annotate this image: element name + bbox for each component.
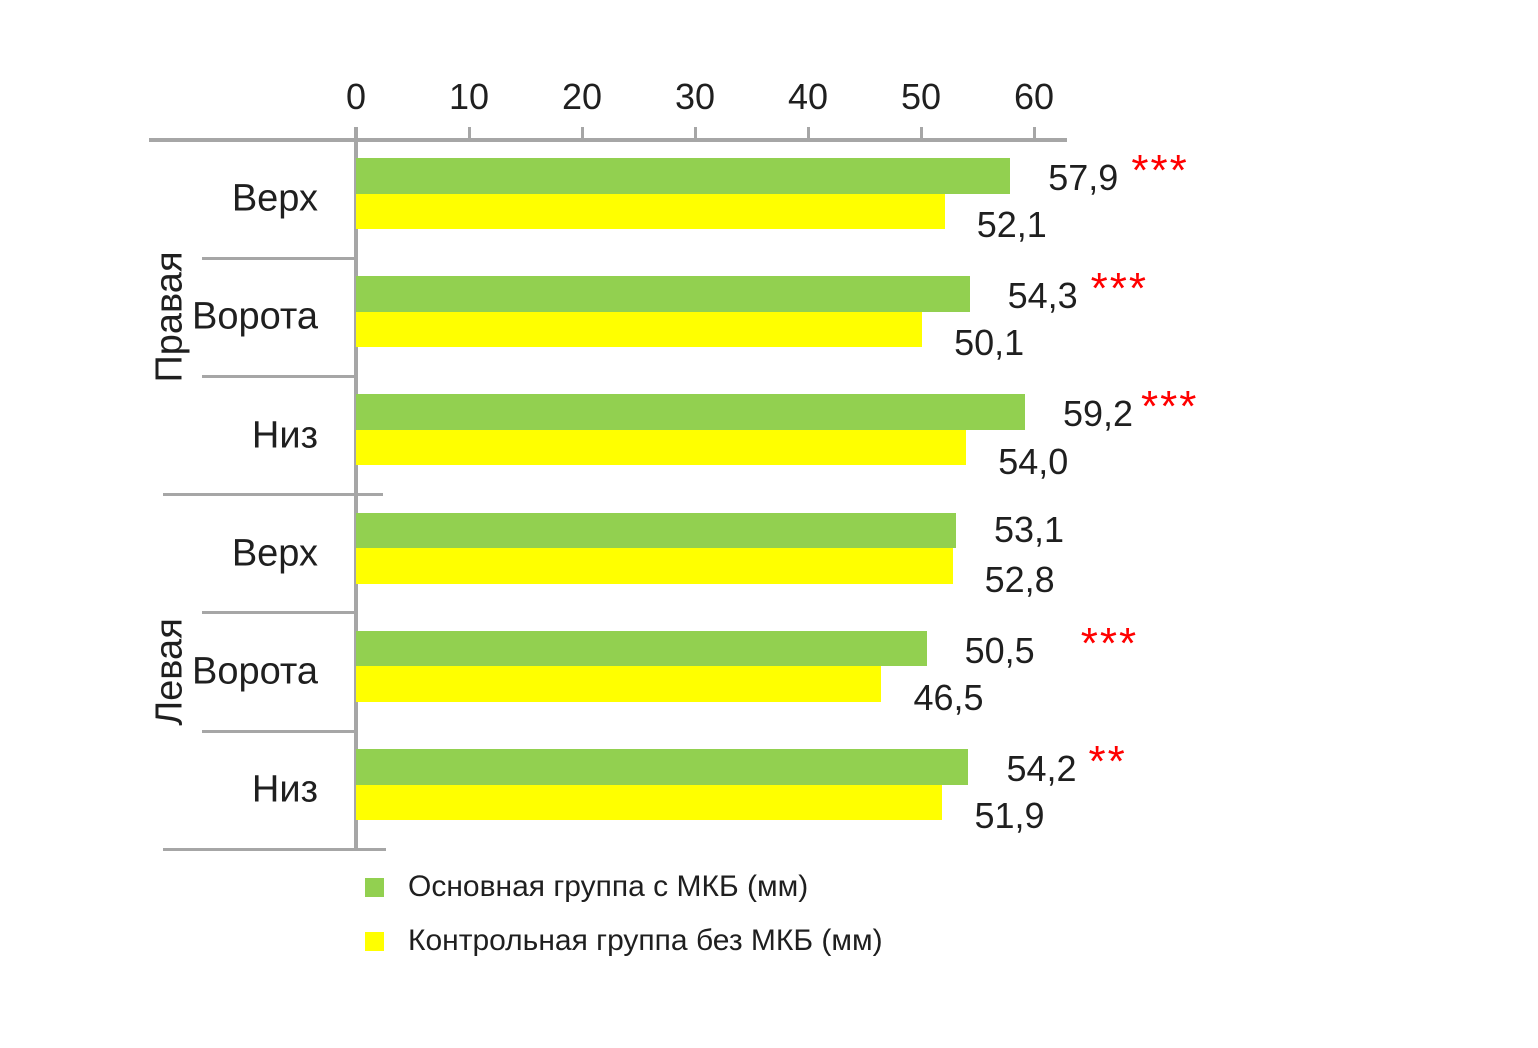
x-tick-label: 30 [674, 76, 716, 117]
value-label-control: 52,1 [976, 204, 1047, 246]
x-tick-label: 20 [561, 76, 603, 117]
value-label-control: 46,5 [913, 677, 984, 719]
bar-control-series [356, 784, 943, 820]
significance-marks: *** [1080, 618, 1139, 668]
bar-main-series [356, 394, 1025, 430]
category-divider [202, 729, 358, 733]
value-label-control: 51,9 [974, 795, 1045, 837]
x-tick-label: 60 [1013, 76, 1055, 117]
x-tick [693, 127, 697, 139]
group-divider [163, 493, 383, 497]
bar-control-series [356, 666, 882, 702]
value-label-main: 59,2 *** [1062, 382, 1199, 435]
bar-main-series [356, 276, 970, 312]
bar-main-series [356, 512, 957, 549]
value-label-main: 54,2 ** [1006, 736, 1127, 789]
x-tick-label: 0 [345, 76, 367, 117]
x-tick [580, 127, 584, 139]
plot-bottom-line [163, 847, 386, 851]
category-label: Низ [251, 414, 318, 456]
x-axis-line [149, 138, 1067, 142]
significance-marks: *** [1090, 263, 1149, 313]
x-tick [1032, 127, 1036, 139]
value-label-control: 52,8 [984, 558, 1055, 600]
x-tick [919, 127, 923, 139]
category-label: Низ [251, 768, 318, 811]
value-label-control: 54,0 [998, 440, 1069, 482]
category-label: Ворота [191, 650, 318, 693]
value-label-main: 53,1 [994, 509, 1065, 551]
bar-control-series [356, 193, 945, 229]
category-label: Верх [231, 177, 318, 220]
value-label-main: 50,5 *** [964, 618, 1139, 671]
x-tick-label: 40 [787, 76, 829, 117]
x-tick-label: 50 [900, 76, 942, 117]
category-divider [202, 256, 358, 260]
significance-marks: *** [1141, 382, 1199, 432]
significance-marks: *** [1131, 145, 1189, 195]
bar-control-series [356, 548, 953, 584]
value-label-control: 50,1 [954, 322, 1025, 364]
bar-control-series [356, 429, 967, 466]
bar-control-series [356, 311, 923, 348]
bar-main-series [356, 630, 927, 667]
group-label: Левая [148, 618, 191, 726]
x-tick-label: 10 [448, 76, 490, 117]
x-tick [806, 127, 810, 139]
category-label: Верх [231, 532, 318, 575]
significance-marks: ** [1088, 736, 1127, 786]
group-label: Правая [148, 251, 191, 383]
value-label-main: 57,9 *** [1048, 145, 1189, 198]
bar-main-series [356, 158, 1011, 194]
x-tick [354, 127, 358, 139]
value-label-main: 54,3 *** [1007, 263, 1149, 316]
bar-main-series [356, 749, 969, 785]
x-tick [467, 127, 471, 139]
category-label: Ворота [191, 295, 318, 338]
category-divider [202, 611, 358, 615]
y-axis-line [354, 127, 358, 852]
category-divider [202, 374, 358, 378]
